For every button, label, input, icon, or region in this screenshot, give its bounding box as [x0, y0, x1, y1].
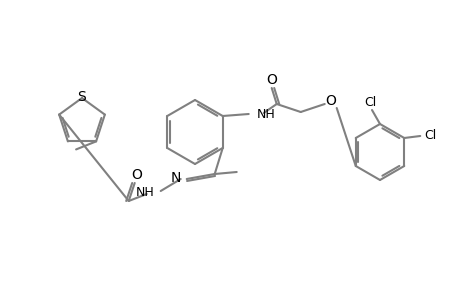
Text: NH: NH — [256, 107, 275, 121]
Text: O: O — [131, 168, 142, 182]
Text: N: N — [170, 171, 180, 185]
Text: Cl: Cl — [363, 95, 375, 109]
Text: Cl: Cl — [423, 128, 436, 142]
Text: O: O — [325, 94, 336, 108]
Text: NH: NH — [136, 185, 154, 199]
Text: S: S — [78, 90, 86, 104]
Text: O: O — [266, 73, 277, 87]
